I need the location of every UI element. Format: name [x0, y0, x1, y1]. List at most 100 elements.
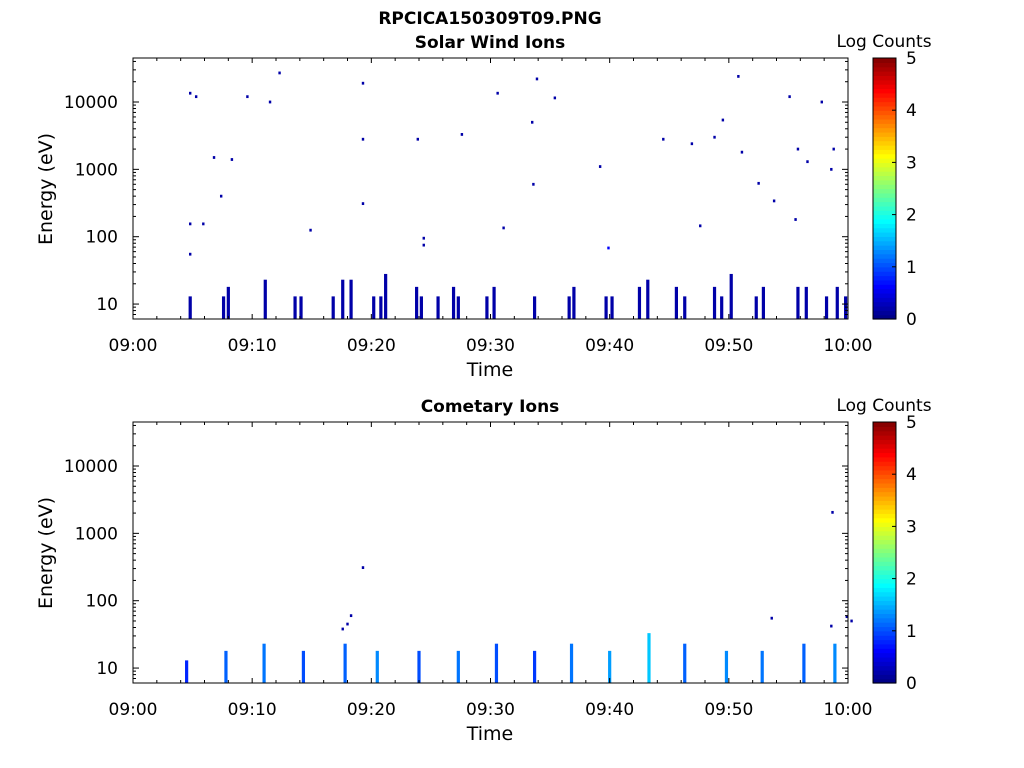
burst-bar	[804, 286, 808, 319]
colorbar-segment	[873, 249, 896, 255]
colorbar-segment	[873, 62, 896, 68]
count-pixel	[820, 100, 823, 104]
colorbar-segment	[873, 552, 896, 558]
colorbar-segment	[873, 643, 896, 649]
burst-bar	[221, 296, 226, 319]
colorbar-tick-label: 2	[906, 206, 917, 226]
colorbar-segment	[873, 652, 896, 658]
cometary-ions-axes-box	[132, 421, 849, 684]
y-tick-label: 1000	[75, 160, 118, 180]
colorbar-segment	[873, 279, 896, 285]
burst-bar	[833, 643, 837, 683]
count-pixel	[845, 615, 849, 619]
colorbar-tick-label: 0	[906, 674, 917, 694]
count-pixel	[309, 228, 312, 232]
colorbar-segment	[873, 569, 896, 575]
colorbar-segment	[873, 310, 896, 316]
cometary-ions-ylabel: Energy (eV)	[35, 497, 57, 609]
colorbar-segment	[873, 504, 896, 510]
colorbar-segment	[873, 665, 896, 671]
count-pixel	[422, 236, 425, 240]
x-tick-label: 09:40	[585, 700, 634, 720]
colorbar-segment	[873, 214, 896, 220]
colorbar-segment	[873, 105, 896, 111]
count-pixel	[806, 160, 809, 164]
cometary-ions-colorbar: 0 1 2 3 4 5	[872, 413, 917, 694]
cometary-ions-colorbar-label: Log Counts	[836, 396, 931, 416]
solar-wind-ions-axes-box	[132, 57, 849, 320]
burst-bar	[610, 296, 614, 319]
colorbar-segment	[873, 430, 896, 436]
burst-bar	[349, 279, 353, 319]
burst-bar	[729, 273, 733, 319]
colorbar-segment	[873, 71, 896, 76]
colorbar-segment	[873, 84, 896, 90]
burst-bar	[637, 286, 642, 319]
count-pixel	[770, 616, 773, 620]
burst-bar	[415, 286, 419, 319]
colorbar-segment	[873, 456, 896, 462]
burst-bar	[567, 296, 571, 319]
colorbar-segment	[873, 587, 896, 593]
colorbar-segment	[873, 539, 896, 545]
burst-bar	[341, 279, 345, 319]
colorbar-segment	[873, 609, 896, 614]
count-pixel	[189, 91, 192, 95]
count-pixel	[361, 81, 365, 85]
count-pixel	[794, 218, 797, 221]
colorbar-segment	[873, 474, 896, 480]
colorbar-segment	[873, 630, 896, 636]
colorbar-segment	[873, 253, 896, 259]
solar-wind-ions-ylabel: Energy (eV)	[35, 133, 57, 245]
colorbar-segment	[873, 314, 896, 320]
burst-bar	[299, 296, 303, 319]
count-pixel	[268, 100, 272, 104]
colorbar-segment	[873, 530, 896, 536]
burst-bar	[224, 650, 228, 683]
x-tick-label: 09:20	[347, 336, 396, 356]
count-pixel	[598, 165, 602, 168]
colorbar-segment	[873, 482, 896, 488]
colorbar-segment	[873, 669, 896, 675]
burst-bar	[188, 296, 192, 319]
burst-bar	[724, 650, 729, 683]
count-pixel	[202, 222, 205, 226]
colorbar-segment	[873, 227, 896, 233]
count-pixel	[531, 120, 534, 124]
count-pixel	[194, 95, 198, 99]
x-tick-label: 09:10	[228, 336, 277, 356]
colorbar-segment	[873, 305, 896, 311]
colorbar-segment	[873, 127, 896, 133]
burst-bar	[293, 296, 297, 319]
count-pixel	[772, 199, 776, 203]
burst-bar	[456, 650, 460, 683]
burst-bar	[569, 643, 574, 683]
count-pixel	[361, 566, 365, 570]
burst-bar	[532, 296, 537, 319]
burst-bar	[760, 650, 764, 683]
colorbar-segment	[873, 535, 896, 541]
burst-bar	[647, 633, 651, 683]
burst-bar	[835, 286, 839, 319]
colorbar-tick-label: 3	[906, 153, 917, 173]
colorbar-segment	[873, 201, 896, 207]
colorbar-segment	[873, 232, 896, 237]
colorbar-segment	[873, 114, 896, 120]
burst-bar	[226, 286, 230, 319]
colorbar-segment	[873, 171, 896, 177]
colorbar-segment	[873, 236, 896, 242]
burst-bar	[263, 279, 267, 319]
count-pixel	[361, 137, 365, 141]
burst-bar	[331, 296, 335, 319]
colorbar-segment	[873, 110, 896, 116]
colorbar-segment	[873, 245, 896, 250]
count-pixel	[189, 252, 192, 256]
colorbar-segment	[873, 591, 896, 597]
count-pixel	[246, 95, 249, 99]
burst-bar	[185, 660, 189, 683]
colorbar-segment	[873, 495, 896, 501]
colorbar-segment	[873, 439, 896, 445]
count-pixel	[361, 202, 365, 206]
solar-wind-ions-panel: Solar Wind Ions 09:00 09:10 09:20 09:30 09:4…	[35, 32, 932, 381]
colorbar-segment	[873, 626, 896, 632]
